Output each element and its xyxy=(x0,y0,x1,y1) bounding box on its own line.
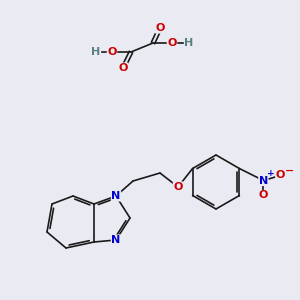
Text: N: N xyxy=(259,176,268,185)
Text: H: H xyxy=(184,38,194,48)
Text: N: N xyxy=(111,191,121,201)
Text: −: − xyxy=(285,166,294,176)
Text: O: O xyxy=(118,63,128,73)
Text: O: O xyxy=(173,182,183,192)
Text: O: O xyxy=(107,47,117,57)
Text: O: O xyxy=(167,38,177,48)
Text: O: O xyxy=(155,23,165,33)
Text: O: O xyxy=(259,190,268,200)
Text: H: H xyxy=(92,47,100,57)
Text: O: O xyxy=(276,170,285,181)
Text: N: N xyxy=(111,235,121,245)
Text: +: + xyxy=(267,169,274,178)
